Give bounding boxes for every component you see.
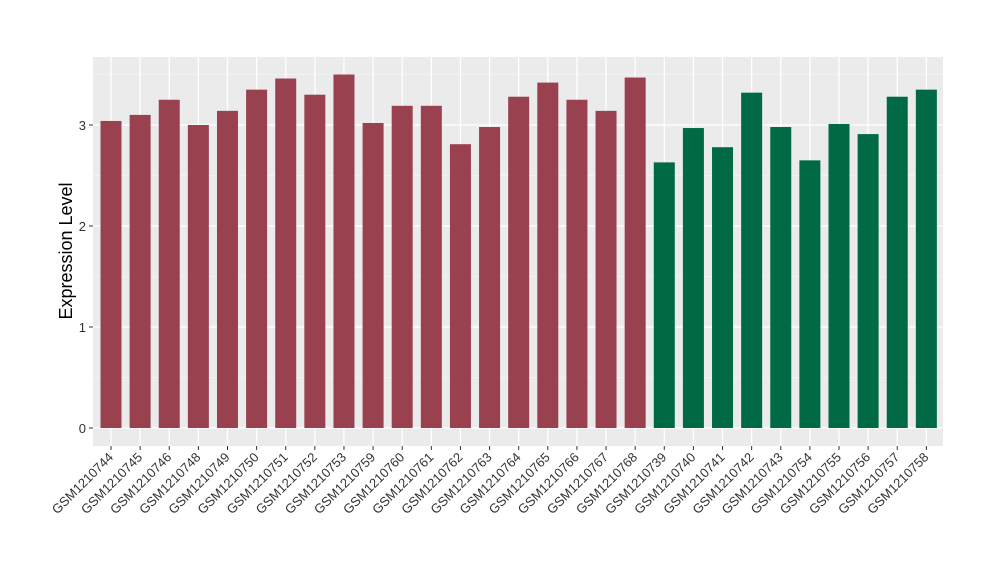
bar <box>100 120 122 429</box>
bar <box>682 128 704 428</box>
bars <box>100 74 937 429</box>
bar <box>420 105 442 428</box>
y-tick-label: 0 <box>79 421 86 436</box>
bar <box>508 96 530 428</box>
bar <box>770 127 792 429</box>
bar <box>537 82 559 428</box>
bar <box>857 134 879 428</box>
bar <box>653 162 675 428</box>
bar <box>187 125 209 428</box>
x-axis: GSM1210744GSM1210745GSM1210746GSM1210748… <box>49 446 931 517</box>
bar <box>449 144 471 428</box>
bar <box>304 94 326 428</box>
bar <box>886 96 908 428</box>
bar <box>362 122 384 428</box>
bar <box>712 147 734 428</box>
y-axis: 0 1 2 3 <box>79 118 93 436</box>
bar <box>479 127 501 429</box>
bar <box>391 105 413 428</box>
bar <box>915 89 937 429</box>
bar <box>828 123 850 429</box>
y-tick-label: 3 <box>79 118 86 133</box>
y-tick-label: 1 <box>79 320 86 335</box>
bar <box>741 92 763 429</box>
bar <box>216 110 238 429</box>
bar <box>799 160 821 428</box>
bar <box>624 77 646 428</box>
bar <box>246 89 268 429</box>
y-axis-title: Expression Level <box>56 182 76 319</box>
bar <box>158 99 180 428</box>
bar <box>595 110 617 429</box>
bar <box>333 74 355 428</box>
y-tick-label: 2 <box>79 219 86 234</box>
bar <box>275 78 297 428</box>
bar <box>129 114 151 429</box>
bar <box>566 99 588 428</box>
